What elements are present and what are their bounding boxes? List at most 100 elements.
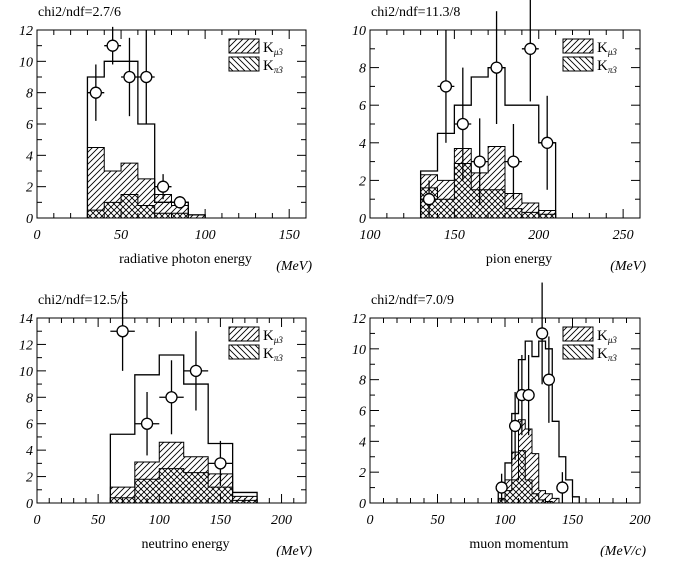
y-tick-label: 8 [26,391,33,406]
data-marker [106,39,119,52]
legend-label-subscript: π3 [608,65,618,75]
data-point [134,392,160,456]
y-tick-label: 8 [359,62,366,77]
data-marker [116,325,129,338]
data-marker [473,155,486,168]
data-point [505,124,522,200]
x-tick-label: 250 [613,228,634,243]
legend-label-base: K [597,328,608,344]
data-point [542,336,556,423]
y-tick-label: 6 [359,99,366,114]
legend-label: Kμ3 [263,328,283,345]
y-tick-label: 10 [19,365,33,380]
y-tick-label: 4 [359,435,366,450]
y-tick-label: 6 [359,405,366,420]
data-point [522,355,535,436]
y-tick-label: 4 [359,137,366,152]
y-tick-label: 0 [359,497,366,512]
x-tick-label: 0 [34,513,41,528]
y-tick-label: 2 [359,466,366,481]
legend-label: Kπ3 [597,346,617,363]
legend-label: Kπ3 [263,346,283,363]
data-point [171,196,189,209]
y-tick-label: 10 [19,55,33,70]
legend-label-base: K [263,328,274,344]
data-point [454,67,472,181]
x-tick-label: 150 [279,228,300,243]
y-tick-label: 14 [19,312,33,327]
legend-label: Kμ3 [263,40,283,57]
legend-swatch [228,326,260,342]
data-point [121,37,138,117]
data-marker [422,193,436,206]
data-point [87,64,105,121]
data-marker [456,117,469,131]
legend-swatch [562,344,594,360]
total-histogram [497,340,580,503]
x-axis-unit: (MeV) [276,544,312,557]
data-marker [541,136,554,149]
x-axis-label: radiative photon energy [119,252,252,267]
x-tick-label: 200 [528,228,549,243]
k-pi3-histogram [420,162,557,219]
data-point [521,0,539,102]
y-tick-label: 8 [26,87,33,102]
data-marker [542,373,556,386]
legend-swatch [562,326,594,342]
y-tick-label: 0 [26,212,33,227]
y-tick-label: 8 [359,374,366,389]
data-marker [165,391,178,404]
legend-swatch [562,56,594,72]
data-point [159,360,184,435]
legend-label-subscript: μ3 [607,47,618,57]
data-marker [522,388,535,402]
chart-panel-2: chi2/ndf=11.3/8 0 2 4 6 8 10 100 150 200 250 pion e… [352,0,646,274]
data-point [538,95,556,190]
fit-statistic-label: chi2/ndf=11.3/8 [371,5,460,20]
x-tick-label: 100 [360,228,381,243]
fit-statistic-label: chi2/ndf=2.7/6 [38,5,121,20]
y-tick-label: 12 [19,338,33,353]
y-tick-label: 12 [19,24,33,39]
data-marker [535,327,549,340]
y-tick-label: 4 [26,444,33,459]
data-marker [173,196,187,209]
x-axis-unit: (MeV/c) [600,544,646,557]
data-marker [507,155,520,168]
x-tick-label: 150 [562,513,583,528]
x-tick-label: 50 [431,513,445,528]
chart-panel-3: chi2/ndf=12.5/5 0 2 4 6 8 10 12 14 0 50 100 150 200 ne… [19,291,312,559]
data-marker [508,419,522,433]
y-tick-label: 0 [359,212,366,227]
y-tick-label: 12 [352,312,366,327]
data-point [488,11,505,124]
y-tick-label: 2 [26,181,33,196]
chart-panel-1: chi2/ndf=2.7/6 0 2 4 6 8 10 12 0 50 100 150 radiativ… [19,5,312,274]
legend-label-base: K [597,40,608,56]
legend-swatch [228,344,260,360]
data-point [208,440,233,486]
x-axis-label: neutrino energy [142,537,230,552]
data-marker [140,417,154,430]
data-point [508,392,522,460]
x-tick-label: 200 [271,513,292,528]
legend-label: Kμ3 [597,40,617,57]
data-point [495,473,508,502]
x-tick-label: 50 [91,513,105,528]
legend-label-base: K [597,58,608,74]
data-point [110,291,135,371]
x-tick-label: 100 [495,513,516,528]
legend-label: Kπ3 [263,58,283,75]
legend-label-base: K [597,346,608,362]
y-tick-label: 6 [26,118,33,133]
fit-statistic-label: chi2/ndf=7.0/9 [371,293,454,308]
data-point [471,118,489,205]
legend-label-subscript: π3 [608,353,618,363]
fit-statistic-label: chi2/ndf=12.5/5 [38,293,128,308]
x-tick-label: 100 [149,513,170,528]
data-marker [556,481,569,494]
y-tick-label: 4 [26,149,33,164]
data-point [137,30,155,124]
